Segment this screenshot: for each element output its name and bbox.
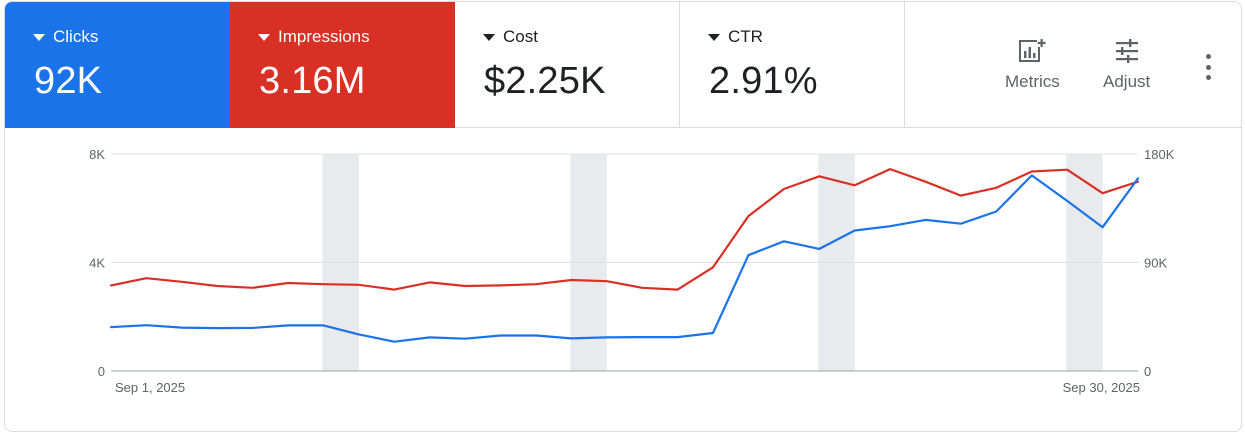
y-right-tick-label: 0 [1144, 364, 1151, 379]
y-left-tick-label: 8K [89, 147, 105, 162]
adjust-button[interactable]: Adjust [1103, 38, 1150, 92]
metrics-row: Clicks 92K Impressions 3.16M Cost $2.25K… [5, 2, 1241, 128]
caret-down-icon [483, 33, 495, 41]
performance-chart: 0 4K 8K 0 90K 180K Sep 1, 2025 Sep 30, 2025 [89, 147, 1175, 395]
metrics-button-label: Metrics [1005, 72, 1060, 91]
chart-actions: Metrics Adjust [905, 2, 1241, 127]
chart-add-icon [1019, 38, 1047, 62]
tune-sliders-icon [1115, 39, 1138, 63]
series-line-impressions [109, 167, 1140, 291]
more-vertical-icon [1205, 54, 1211, 59]
metric-name-impressions: Impressions [278, 27, 370, 46]
metric-value-cost: $2.25K [484, 60, 606, 102]
metric-label-clicks[interactable]: Clicks [33, 27, 98, 47]
more-options-button[interactable] [1201, 54, 1215, 80]
metric-name-clicks: Clicks [53, 27, 99, 46]
metric-tile-clicks[interactable]: Clicks 92K [5, 2, 230, 128]
metric-tile-impressions[interactable]: Impressions 3.16M [230, 2, 455, 128]
metric-label-impressions[interactable]: Impressions [258, 27, 370, 47]
y-right-tick-label: 90K [1144, 256, 1167, 271]
adjust-button-label: Adjust [1103, 72, 1151, 91]
y-left-tick-label: 0 [98, 364, 105, 379]
metric-label-cost[interactable]: Cost [483, 27, 538, 47]
more-dot [1205, 75, 1211, 80]
series-line-clicks [109, 174, 1140, 343]
caret-down-icon [33, 33, 45, 41]
x-tick-label: Sep 30, 2025 [1063, 380, 1140, 395]
x-tick-label: Sep 1, 2025 [115, 380, 185, 395]
metric-label-ctr[interactable]: CTR [708, 27, 763, 47]
metric-tile-ctr[interactable]: CTR 2.91% [680, 2, 905, 128]
more-dot [1205, 64, 1211, 70]
metric-value-impressions: 3.16M [259, 60, 366, 102]
performance-card: Clicks 92K Impressions 3.16M Cost $2.25K… [4, 1, 1242, 432]
caret-down-icon [708, 33, 720, 41]
metric-value-ctr: 2.91% [709, 60, 818, 102]
metric-value-clicks: 92K [34, 60, 103, 102]
metrics-button[interactable]: Metrics [1005, 38, 1060, 92]
metric-name-cost: Cost [503, 27, 538, 46]
y-left-tick-label: 4K [89, 256, 105, 271]
metric-tile-cost[interactable]: Cost $2.25K [455, 2, 680, 128]
metric-name-ctr: CTR [728, 27, 763, 46]
caret-down-icon [258, 33, 270, 41]
y-right-tick-label: 180K [1144, 147, 1175, 162]
